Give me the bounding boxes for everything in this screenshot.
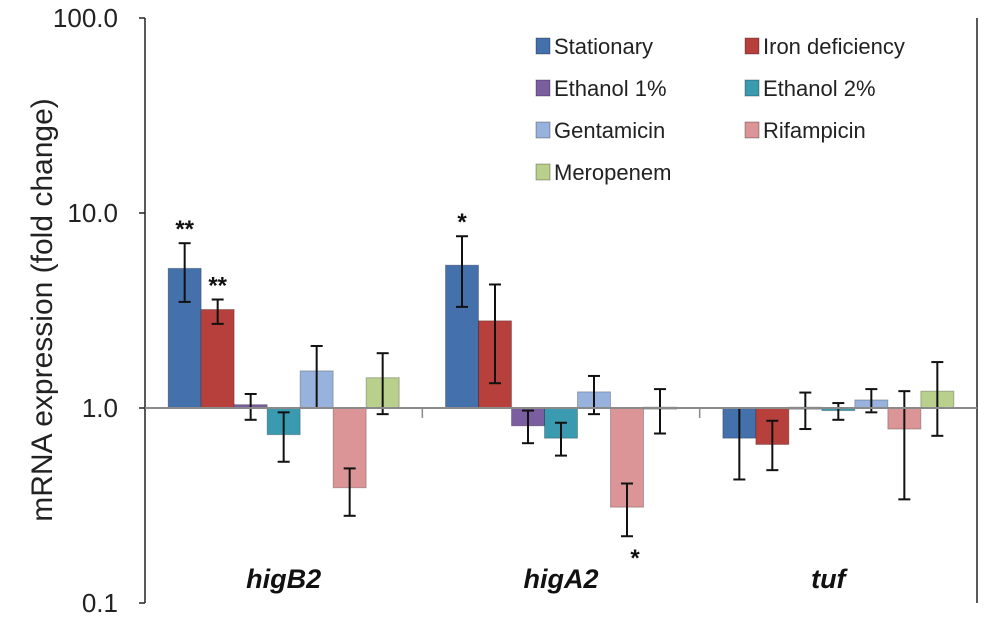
category-label-higA2: higA2 (523, 564, 598, 594)
legend-label: Ethanol 2% (763, 76, 876, 101)
legend-label: Stationary (554, 34, 653, 59)
y-tick-label: 1.0 (82, 393, 118, 423)
significance-marker: ** (208, 273, 227, 300)
legend-swatch-rifampicin (744, 121, 760, 139)
legend-label: Rifampicin (763, 118, 866, 143)
legend-label: Meropenem (554, 160, 671, 185)
y-tick-label: 100.0 (53, 3, 118, 33)
legend-swatch-meropenem (535, 163, 551, 181)
bar-higB2-iron-deficiency (200, 308, 235, 409)
legend-swatch-ethanol-1- (535, 79, 551, 97)
legend-swatch-ethanol-2- (744, 79, 760, 97)
significance-marker: * (630, 545, 640, 572)
legend-label: Gentamicin (554, 118, 665, 143)
category-label-higB2: higB2 (246, 564, 321, 594)
legend-label: Ethanol 1% (554, 76, 667, 101)
y-tick-label: 10.0 (67, 198, 118, 228)
y-axis-title: mRNA expression (fold change) (26, 98, 59, 522)
legend-swatch-iron-deficiency (744, 37, 760, 55)
y-tick-label: 0.1 (82, 588, 118, 618)
category-label-tuf: tuf (811, 564, 848, 594)
legend-swatch-stationary (535, 37, 551, 55)
legend-label: Iron deficiency (763, 34, 905, 59)
significance-marker: * (457, 209, 467, 236)
significance-marker: ** (175, 216, 194, 243)
legend-swatch-gentamicin (535, 121, 551, 139)
